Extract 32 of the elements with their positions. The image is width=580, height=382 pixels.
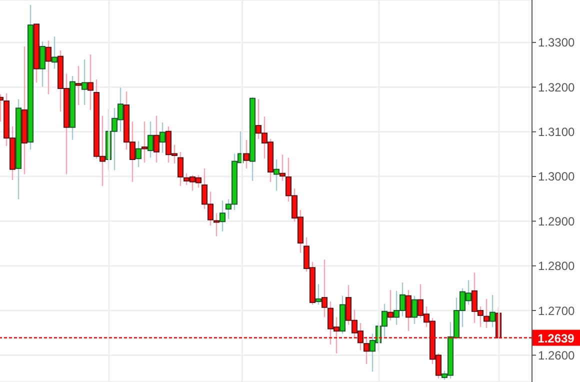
y-tick-label: 1.2600: [538, 348, 576, 362]
y-tick-label: 1.2900: [538, 214, 576, 228]
y-tick-label: 1.3200: [538, 80, 576, 94]
candlestick: [316, 284, 322, 306]
candlestick: [136, 140, 142, 168]
candlestick: [52, 36, 58, 70]
candlestick: [280, 154, 286, 182]
candlestick: [274, 158, 280, 192]
candlestick: [406, 289, 412, 332]
y-tick-label: 1.3000: [538, 170, 576, 184]
candlestick: [322, 258, 328, 318]
y-tick-label: 1.3100: [538, 125, 576, 140]
candlestick: [40, 40, 46, 88]
y-tick-label: 1.3300: [538, 36, 576, 50]
candlestick: [388, 289, 394, 321]
ref-line-label: 1.2639: [538, 331, 575, 346]
candlestick: [484, 298, 490, 329]
candlestick: [244, 139, 250, 170]
candlestick: [148, 120, 154, 158]
y-tick-label: 1.2700: [538, 304, 576, 318]
candlestick: [88, 54, 94, 111]
y-tick-label: 1.2800: [538, 259, 576, 274]
candlestick: [142, 120, 148, 164]
candlestick: [154, 115, 160, 164]
candlestick: [46, 40, 52, 95]
candlestick: [76, 66, 82, 106]
candlestick: [160, 122, 166, 154]
candlestick: [220, 200, 226, 232]
candlestick: [178, 151, 184, 186]
candlestick: [412, 295, 418, 325]
candlestick: [82, 58, 88, 106]
candlestick: [490, 294, 496, 328]
